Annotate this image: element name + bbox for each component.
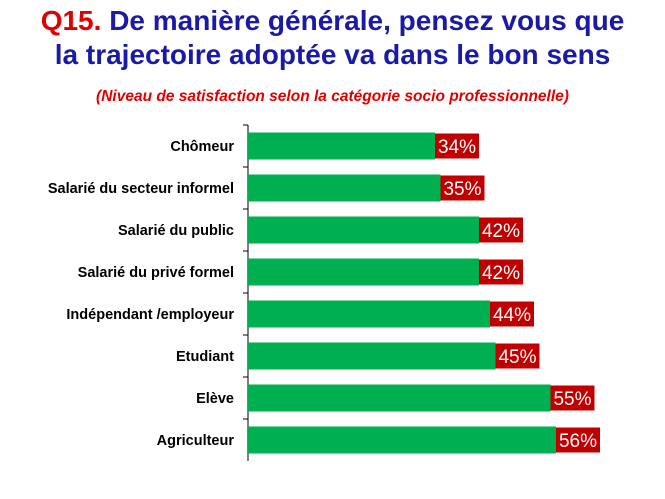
data-label: 42% [482,263,520,284]
data-label-box [490,301,534,327]
data-label-box [435,133,479,159]
question-number: Q15. [40,5,102,36]
data-label: 34% [438,137,476,158]
data-label: 55% [553,389,591,410]
data-label: 56% [559,431,597,452]
bar [248,300,490,328]
category-label: Agriculteur [157,433,235,449]
bar [248,426,556,454]
data-label: 35% [443,179,481,200]
data-label: 42% [482,221,520,242]
bar [248,132,435,160]
title-line-2: la trajectoire adoptée va dans le bon se… [54,39,611,70]
chart-title: Q15. De manière générale, pensez vous qu… [0,4,665,72]
chart-subtitle: (Niveau de satisfaction selon la catégor… [96,88,569,105]
data-label-box [440,175,485,201]
category-label: Chômeur [170,139,234,155]
title-text-1: De manière générale, pensez vous que [109,5,625,36]
category-label: Salarié du secteur informel [48,181,234,197]
data-label-box [556,427,600,453]
bar [248,384,551,412]
data-label: 45% [498,347,536,368]
bar [248,342,496,370]
category-label: Salarié du public [118,223,234,239]
data-label-box [495,343,540,369]
data-label-box [479,259,523,285]
title-line-1: Q15. De manière générale, pensez vous qu… [0,4,665,38]
data-label-box [550,385,595,411]
bar [248,216,479,244]
data-label: 44% [493,305,531,326]
category-label: Salarié du privé formel [78,265,234,281]
category-label: Etudiant [176,349,234,365]
category-label: Elève [196,391,234,407]
data-label-box [479,217,523,243]
bar [248,258,479,286]
category-label: Indépendant /employeur [66,307,234,323]
bar [248,174,441,202]
